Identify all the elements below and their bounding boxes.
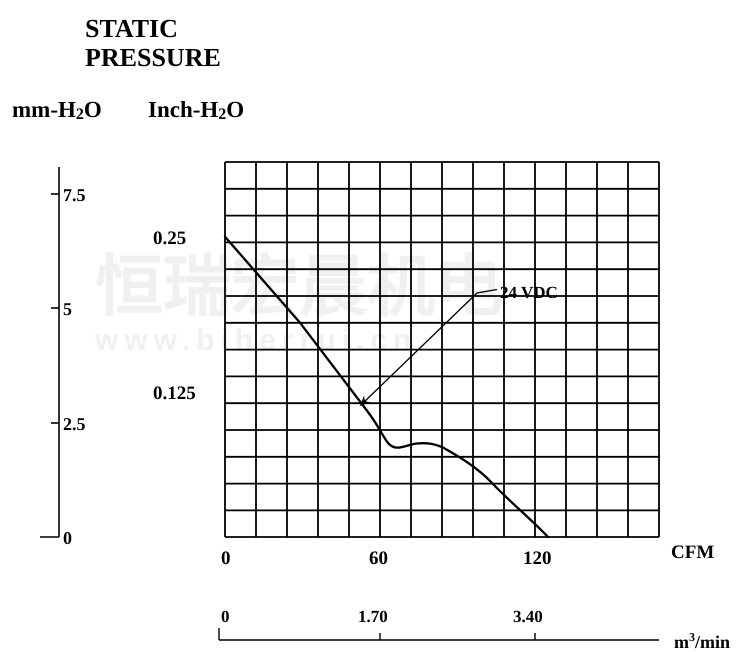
svg-text:5: 5 xyxy=(63,299,72,319)
svg-text:STATIC: STATIC xyxy=(85,14,178,43)
svg-text:0: 0 xyxy=(221,548,231,569)
svg-text:2.5: 2.5 xyxy=(63,414,86,434)
svg-text:0: 0 xyxy=(221,607,230,626)
svg-text:PRESSURE: PRESSURE xyxy=(85,43,221,72)
svg-text:120: 120 xyxy=(523,548,552,569)
svg-text:Inch-H2O: Inch-H2O xyxy=(148,97,244,123)
svg-text:0: 0 xyxy=(63,528,72,548)
svg-text:mm-H2O: mm-H2O xyxy=(12,97,102,123)
svg-text:3.40: 3.40 xyxy=(513,607,543,626)
svg-text:CFM: CFM xyxy=(671,542,714,563)
svg-text:0.25: 0.25 xyxy=(153,228,186,249)
svg-text:24 VDC: 24 VDC xyxy=(500,283,558,302)
svg-text:1.70: 1.70 xyxy=(358,607,388,626)
svg-text:0.125: 0.125 xyxy=(153,383,196,404)
svg-text:7.5: 7.5 xyxy=(63,185,86,205)
svg-text:m3/min: m3/min xyxy=(674,630,730,652)
svg-text:60: 60 xyxy=(369,548,388,569)
